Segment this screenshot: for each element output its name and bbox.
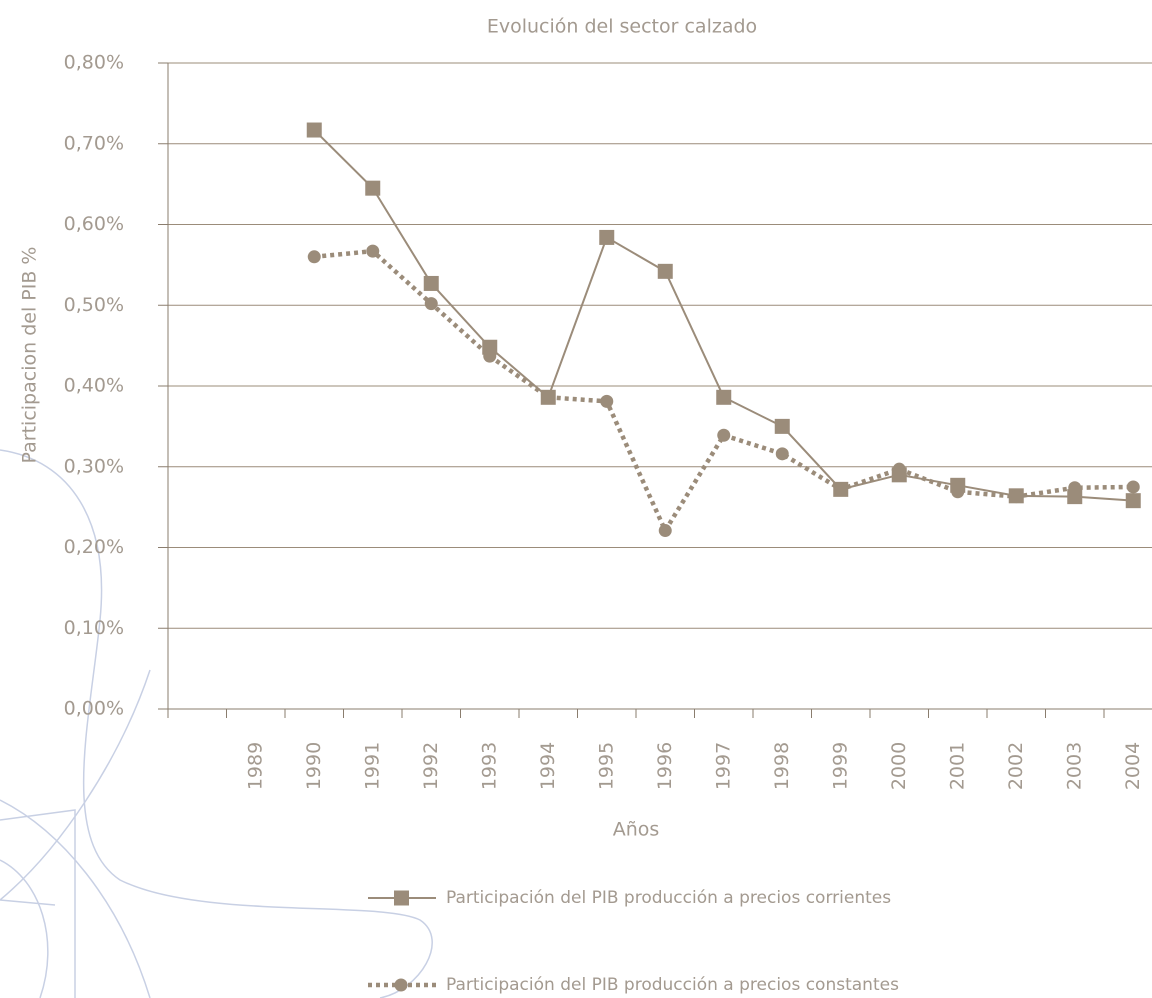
- marker: [774, 418, 790, 434]
- x-tick-label: 2001: [946, 742, 968, 790]
- x-tick-label: 2004: [1122, 742, 1144, 790]
- marker: [834, 482, 848, 496]
- y-tick-label: 0,80%: [64, 52, 124, 74]
- legend-marker: [394, 890, 409, 906]
- chart-title: Evolución del sector calzado: [487, 16, 757, 38]
- x-tick-label: 1993: [478, 742, 500, 790]
- marker: [658, 524, 672, 538]
- x-tick-label: 1998: [771, 742, 793, 790]
- y-tick-label: 0,60%: [64, 213, 124, 235]
- marker: [1125, 493, 1141, 509]
- marker: [424, 297, 438, 311]
- marker: [307, 250, 321, 264]
- y-tick-label: 0,10%: [64, 617, 124, 639]
- x-tick-label: 1991: [361, 742, 383, 790]
- marker: [775, 447, 789, 461]
- legend-label: Participación del PIB producción a preci…: [446, 888, 891, 908]
- marker: [599, 229, 615, 245]
- marker: [600, 394, 614, 408]
- marker: [1126, 480, 1140, 494]
- marker: [306, 122, 322, 138]
- x-tick-label: 2002: [1005, 742, 1027, 790]
- marker: [423, 275, 439, 291]
- marker: [657, 263, 673, 279]
- y-tick-label: 0,50%: [64, 294, 124, 316]
- x-tick-label: 1989: [244, 742, 266, 790]
- marker: [717, 428, 731, 442]
- x-tick-label: 2003: [1063, 742, 1085, 790]
- x-axis-title: Años: [613, 819, 660, 841]
- y-axis-title: Participacion del PIB %: [19, 247, 41, 464]
- y-tick-label: 0,30%: [64, 455, 124, 477]
- x-tick-label: 1996: [654, 742, 676, 790]
- x-tick-label: 1997: [712, 742, 734, 790]
- y-tick-label: 0,40%: [64, 375, 124, 397]
- marker: [951, 485, 965, 499]
- y-tick-label: 0,70%: [64, 132, 124, 154]
- legend-marker: [394, 978, 408, 992]
- y-tick-label: 0,00%: [64, 698, 124, 720]
- y-tick-label: 0,20%: [64, 536, 124, 558]
- background-decoration: [0, 449, 433, 998]
- marker: [716, 389, 732, 405]
- marker: [892, 462, 906, 476]
- legend-label: Participación del PIB producción a preci…: [446, 975, 899, 995]
- x-tick-label: 1994: [537, 742, 559, 790]
- x-tick-label: 1992: [420, 742, 442, 790]
- x-tick-label: 1995: [595, 742, 617, 790]
- marker: [483, 349, 497, 363]
- marker: [1009, 490, 1023, 504]
- marker: [366, 244, 380, 258]
- marker: [541, 390, 555, 404]
- x-tick-label: 2000: [888, 742, 910, 790]
- series-line: [314, 248, 1134, 536]
- x-tick-label: 1990: [303, 742, 325, 790]
- x-tick-label: 1999: [829, 742, 851, 790]
- marker: [365, 180, 381, 196]
- series-line: [313, 129, 1134, 502]
- marker: [1068, 481, 1082, 495]
